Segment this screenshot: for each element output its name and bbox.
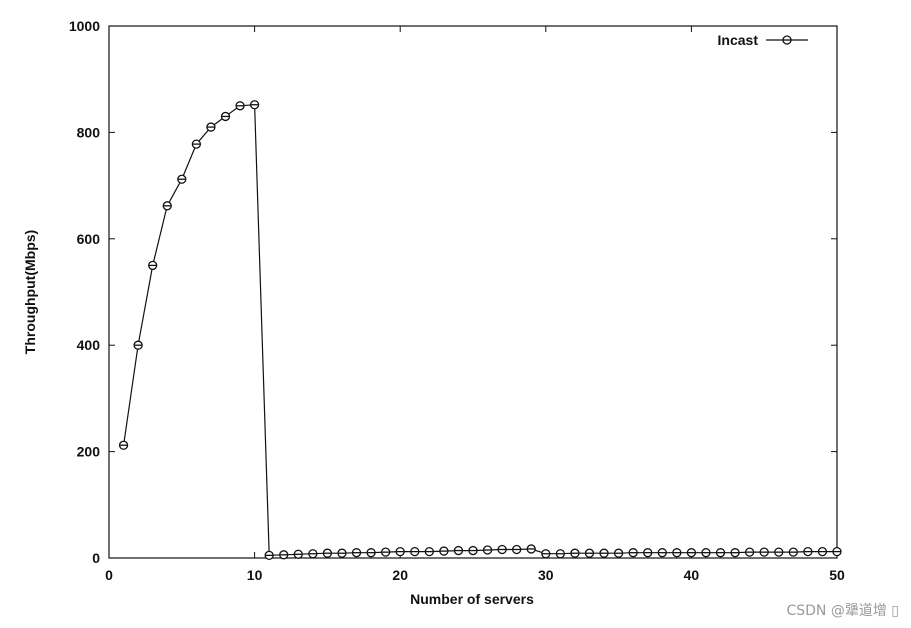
data-point	[613, 548, 624, 558]
x-tick-label: 40	[684, 567, 700, 583]
data-point	[395, 546, 405, 557]
data-point	[453, 545, 464, 556]
data-point	[148, 260, 158, 271]
data-point	[162, 201, 172, 211]
data-point	[206, 122, 216, 132]
data-point	[657, 548, 667, 558]
series-incast	[118, 100, 842, 560]
data-point	[424, 546, 434, 557]
data-point	[599, 548, 609, 558]
y-tick-label: 1000	[69, 18, 100, 34]
data-point	[177, 174, 187, 184]
x-tick-label: 50	[829, 567, 845, 583]
data-point	[293, 549, 303, 559]
data-point	[774, 547, 784, 557]
data-point	[715, 548, 726, 558]
data-point	[686, 548, 697, 558]
legend-marker	[782, 35, 792, 45]
data-point	[482, 545, 493, 555]
x-tick-label: 30	[538, 567, 554, 583]
y-tick-label: 200	[77, 444, 101, 460]
watermark: CSDN @犟道增 ▯	[786, 603, 899, 619]
data-point	[322, 548, 333, 558]
plot-frame	[108, 25, 838, 559]
series-line-incast	[123, 104, 837, 556]
data-point	[337, 548, 347, 558]
legend-label-incast: Incast	[718, 32, 759, 48]
data-point	[439, 546, 449, 556]
data-point	[832, 546, 842, 557]
data-point	[541, 549, 551, 559]
data-point	[570, 548, 580, 558]
data-point	[235, 101, 245, 111]
data-point	[249, 100, 260, 110]
data-point	[118, 440, 129, 450]
y-tick-label: 400	[77, 337, 101, 353]
plot-area	[108, 25, 838, 559]
data-point	[351, 548, 362, 558]
data-point	[555, 549, 566, 559]
x-tick-label: 0	[105, 567, 113, 583]
axis-ticks: 0 10 20 30 40 50 0 200 400 600 800 1000	[69, 18, 845, 583]
data-point	[643, 548, 653, 558]
data-point	[468, 545, 478, 556]
data-point	[672, 548, 682, 558]
data-point	[308, 549, 318, 559]
y-axis-label: Throughput(Mbps)	[22, 230, 38, 354]
x-tick-label: 20	[392, 567, 408, 583]
data-point	[512, 544, 522, 555]
data-point	[133, 340, 143, 350]
data-point	[380, 547, 391, 557]
data-point	[220, 111, 231, 122]
x-tick-label: 10	[247, 567, 263, 583]
data-point	[366, 548, 376, 558]
y-tick-label: 600	[77, 231, 101, 247]
data-point	[497, 544, 507, 555]
data-point	[701, 548, 711, 558]
x-axis-label: Number of servers	[410, 591, 534, 607]
data-point	[803, 546, 813, 557]
data-point	[526, 544, 536, 554]
data-point	[730, 548, 740, 558]
data-point	[191, 139, 202, 149]
data-point	[279, 550, 289, 560]
y-tick-label: 0	[92, 550, 100, 566]
data-point	[817, 546, 828, 557]
data-point	[264, 550, 274, 560]
data-point	[744, 547, 755, 557]
legend: Incast	[718, 32, 808, 48]
data-point	[759, 547, 769, 557]
data-point	[628, 548, 638, 558]
data-point	[788, 547, 798, 557]
y-tick-label: 800	[77, 124, 101, 140]
data-point	[584, 548, 595, 558]
data-point	[410, 546, 420, 557]
